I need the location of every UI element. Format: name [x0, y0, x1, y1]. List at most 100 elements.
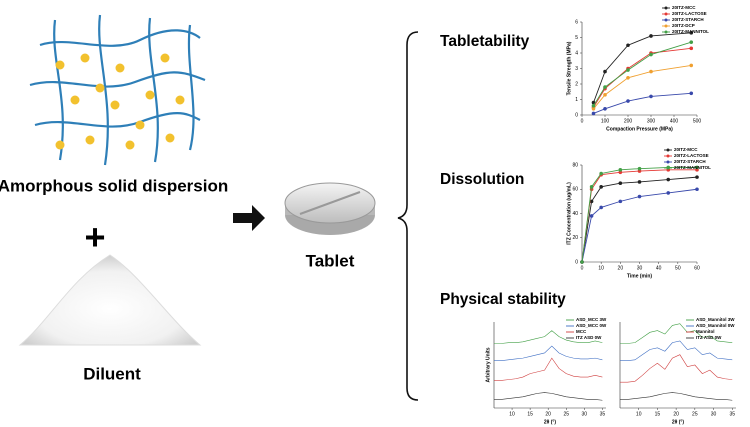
arrow — [233, 205, 265, 231]
data-point — [649, 34, 653, 38]
legend-marker — [666, 154, 670, 158]
legend-label: 20ITZ-STARCH — [674, 159, 706, 164]
data-point — [695, 187, 699, 192]
data-point — [603, 69, 607, 74]
legend-label: ITZ ASD 0W — [696, 335, 722, 340]
x-tick-label: 20 — [545, 411, 551, 417]
y-tick-label: 20 — [572, 235, 578, 241]
y-tick-label: 40 — [572, 211, 578, 217]
y-tick-label: 5 — [575, 35, 578, 41]
plus-sign: + — [84, 217, 105, 258]
x-tick-label: 40 — [656, 265, 662, 271]
legend-label: 20ITZ-DCP — [672, 23, 695, 28]
tablet-label: Tablet — [306, 251, 355, 270]
x-tick-label: 25 — [692, 411, 698, 417]
x-tick-label: 300 — [647, 118, 656, 124]
legend-marker — [666, 166, 670, 170]
tablet-icon — [284, 182, 376, 235]
x-tick-label: 15 — [527, 411, 533, 417]
legend-marker — [666, 148, 670, 152]
data-point — [637, 194, 642, 199]
y-tick-label: 2 — [575, 81, 578, 87]
series-line — [581, 188, 698, 263]
legend-label: 20ITZ-MANNITOL — [674, 165, 711, 170]
x-tick-label: 60 — [694, 265, 700, 271]
x-axis-label: 2θ (°) — [672, 419, 685, 425]
x-tick-label: 20 — [618, 265, 624, 271]
series-line — [593, 64, 692, 110]
y-tick-label: 0 — [575, 259, 578, 265]
y-tick-label: 3 — [575, 66, 578, 72]
data-point — [591, 107, 596, 111]
section-title: Physical stability — [440, 291, 566, 308]
legend-label: ASD_Mannitol 0W — [696, 323, 735, 328]
data-point — [589, 214, 594, 218]
data-point — [599, 185, 603, 189]
series-line — [620, 340, 733, 361]
x-tick-label: 35 — [729, 411, 735, 417]
x-tick-label: 0 — [581, 265, 584, 271]
data-point — [637, 166, 642, 171]
asd-label: Amorphous solid dispersion — [0, 176, 228, 195]
x-tick-label: 35 — [600, 411, 606, 417]
data-point — [695, 175, 699, 179]
x-tick-label: 30 — [637, 265, 643, 271]
legend-label: ASD_MCC 0W — [576, 323, 607, 328]
x-tick-label: 10 — [509, 411, 515, 417]
data-point — [637, 180, 642, 184]
data-point — [689, 91, 694, 96]
series-line — [620, 392, 733, 401]
legend-label: Mannitol — [696, 329, 715, 334]
y-tick-label: 0 — [575, 112, 578, 118]
y-tick-label: 80 — [572, 162, 578, 168]
data-point — [618, 181, 623, 185]
legend-marker — [664, 18, 668, 22]
legend-marker — [664, 30, 668, 34]
data-point — [618, 168, 623, 172]
legend-label: ASD_Mannitol 3W — [696, 317, 735, 322]
legend-label: 20ITZ-STARCH — [672, 17, 704, 22]
series-line — [494, 345, 603, 361]
data-point — [626, 99, 630, 103]
data-point — [666, 177, 671, 182]
polymer-network — [29, 14, 206, 166]
data-point — [603, 107, 607, 111]
data-point — [599, 171, 603, 176]
section-title: Dissolution — [440, 171, 524, 188]
data-point — [689, 63, 694, 68]
x-axis-label: Time (min) — [627, 273, 653, 279]
y-tick-label: 4 — [575, 50, 578, 56]
x-tick-label: 400 — [670, 118, 679, 124]
series-line — [494, 357, 603, 381]
legend-label: MCC — [576, 329, 587, 334]
x-tick-label: 50 — [675, 265, 681, 271]
x-tick-label: 30 — [582, 411, 588, 417]
y-axis-label: Arbitrary Units — [485, 347, 491, 382]
data-point — [649, 94, 653, 99]
legend-marker — [664, 24, 668, 28]
legend-label: 20ITZ-LACTOSE — [674, 153, 709, 158]
x-tick-label: 500 — [693, 118, 702, 124]
series-line — [620, 354, 733, 383]
data-point — [689, 31, 694, 35]
data-point — [603, 93, 607, 97]
data-point — [589, 199, 594, 204]
x-axis-label: 2θ (°) — [544, 419, 557, 425]
legend-label: 20ITZ-MCC — [674, 147, 698, 152]
data-point — [618, 199, 623, 204]
x-tick-label: 30 — [711, 411, 717, 417]
data-point — [591, 103, 596, 108]
legend-label: 20ITZ-MANNITOL — [672, 29, 709, 34]
x-tick-label: 200 — [624, 118, 633, 124]
x-tick-label: 100 — [601, 118, 610, 124]
data-point — [599, 205, 603, 210]
x-tick-label: 15 — [655, 411, 661, 417]
data-point — [649, 69, 653, 74]
x-tick-label: 10 — [598, 265, 604, 271]
data-point — [649, 52, 653, 57]
series-line — [581, 176, 698, 263]
x-tick-label: 20 — [673, 411, 679, 417]
y-axis-label: Tensile Strength (MPa) — [566, 41, 572, 95]
section-title: Tabletability — [440, 33, 530, 50]
